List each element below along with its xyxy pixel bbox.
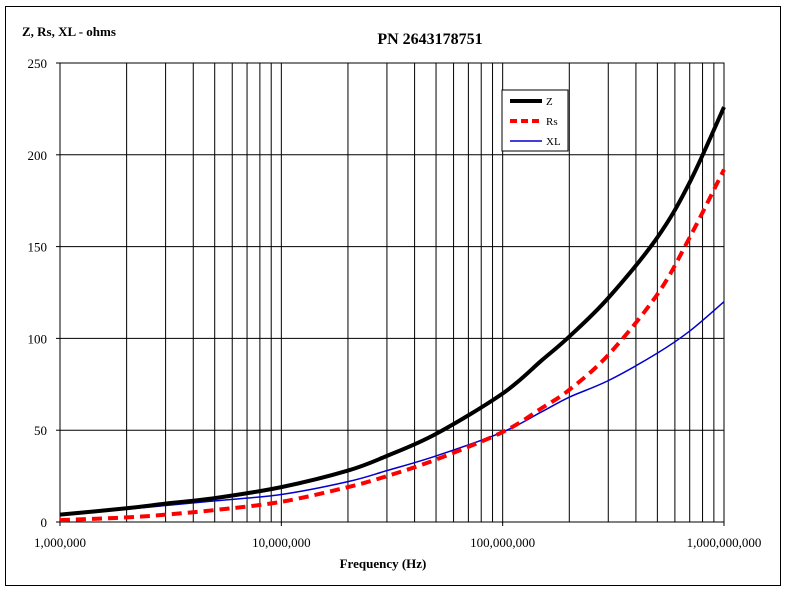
x-tick-label: 1,000,000,000 — [687, 535, 762, 550]
chart-title: PN 2643178751 — [377, 31, 482, 48]
series-layer — [59, 106, 726, 523]
y-tick-label: 200 — [28, 148, 48, 163]
series-line-rs — [59, 168, 726, 523]
y-tick-label: 250 — [28, 56, 48, 71]
chart-frame — [5, 6, 781, 586]
y-tick-label: 100 — [28, 331, 48, 346]
y-tick-label: 150 — [28, 240, 48, 255]
legend: Z Rs XL — [501, 89, 569, 152]
x-axis-ticks: 1,000,000 10,000,000 100,000,000 1,000,000,… — [34, 522, 761, 550]
y-tick-label: 0 — [41, 515, 48, 530]
y-axis-ticks: 0 50 100 150 200 250 — [28, 56, 60, 530]
legend-label-rs: Rs — [546, 116, 558, 128]
legend-label-z: Z — [546, 96, 553, 108]
y-tick-label: 50 — [34, 423, 47, 438]
x-tick-label: 10,000,000 — [252, 535, 311, 550]
legend-label-xl: XL — [546, 136, 561, 148]
x-tick-label: 100,000,000 — [470, 535, 535, 550]
x-tick-label: 1,000,000 — [34, 535, 86, 550]
y-axis-label: Z, Rs, XL - ohms — [22, 24, 116, 39]
series-line-z — [59, 106, 726, 517]
plot-area — [59, 62, 725, 523]
x-axis-label: Frequency (Hz) — [340, 556, 427, 571]
